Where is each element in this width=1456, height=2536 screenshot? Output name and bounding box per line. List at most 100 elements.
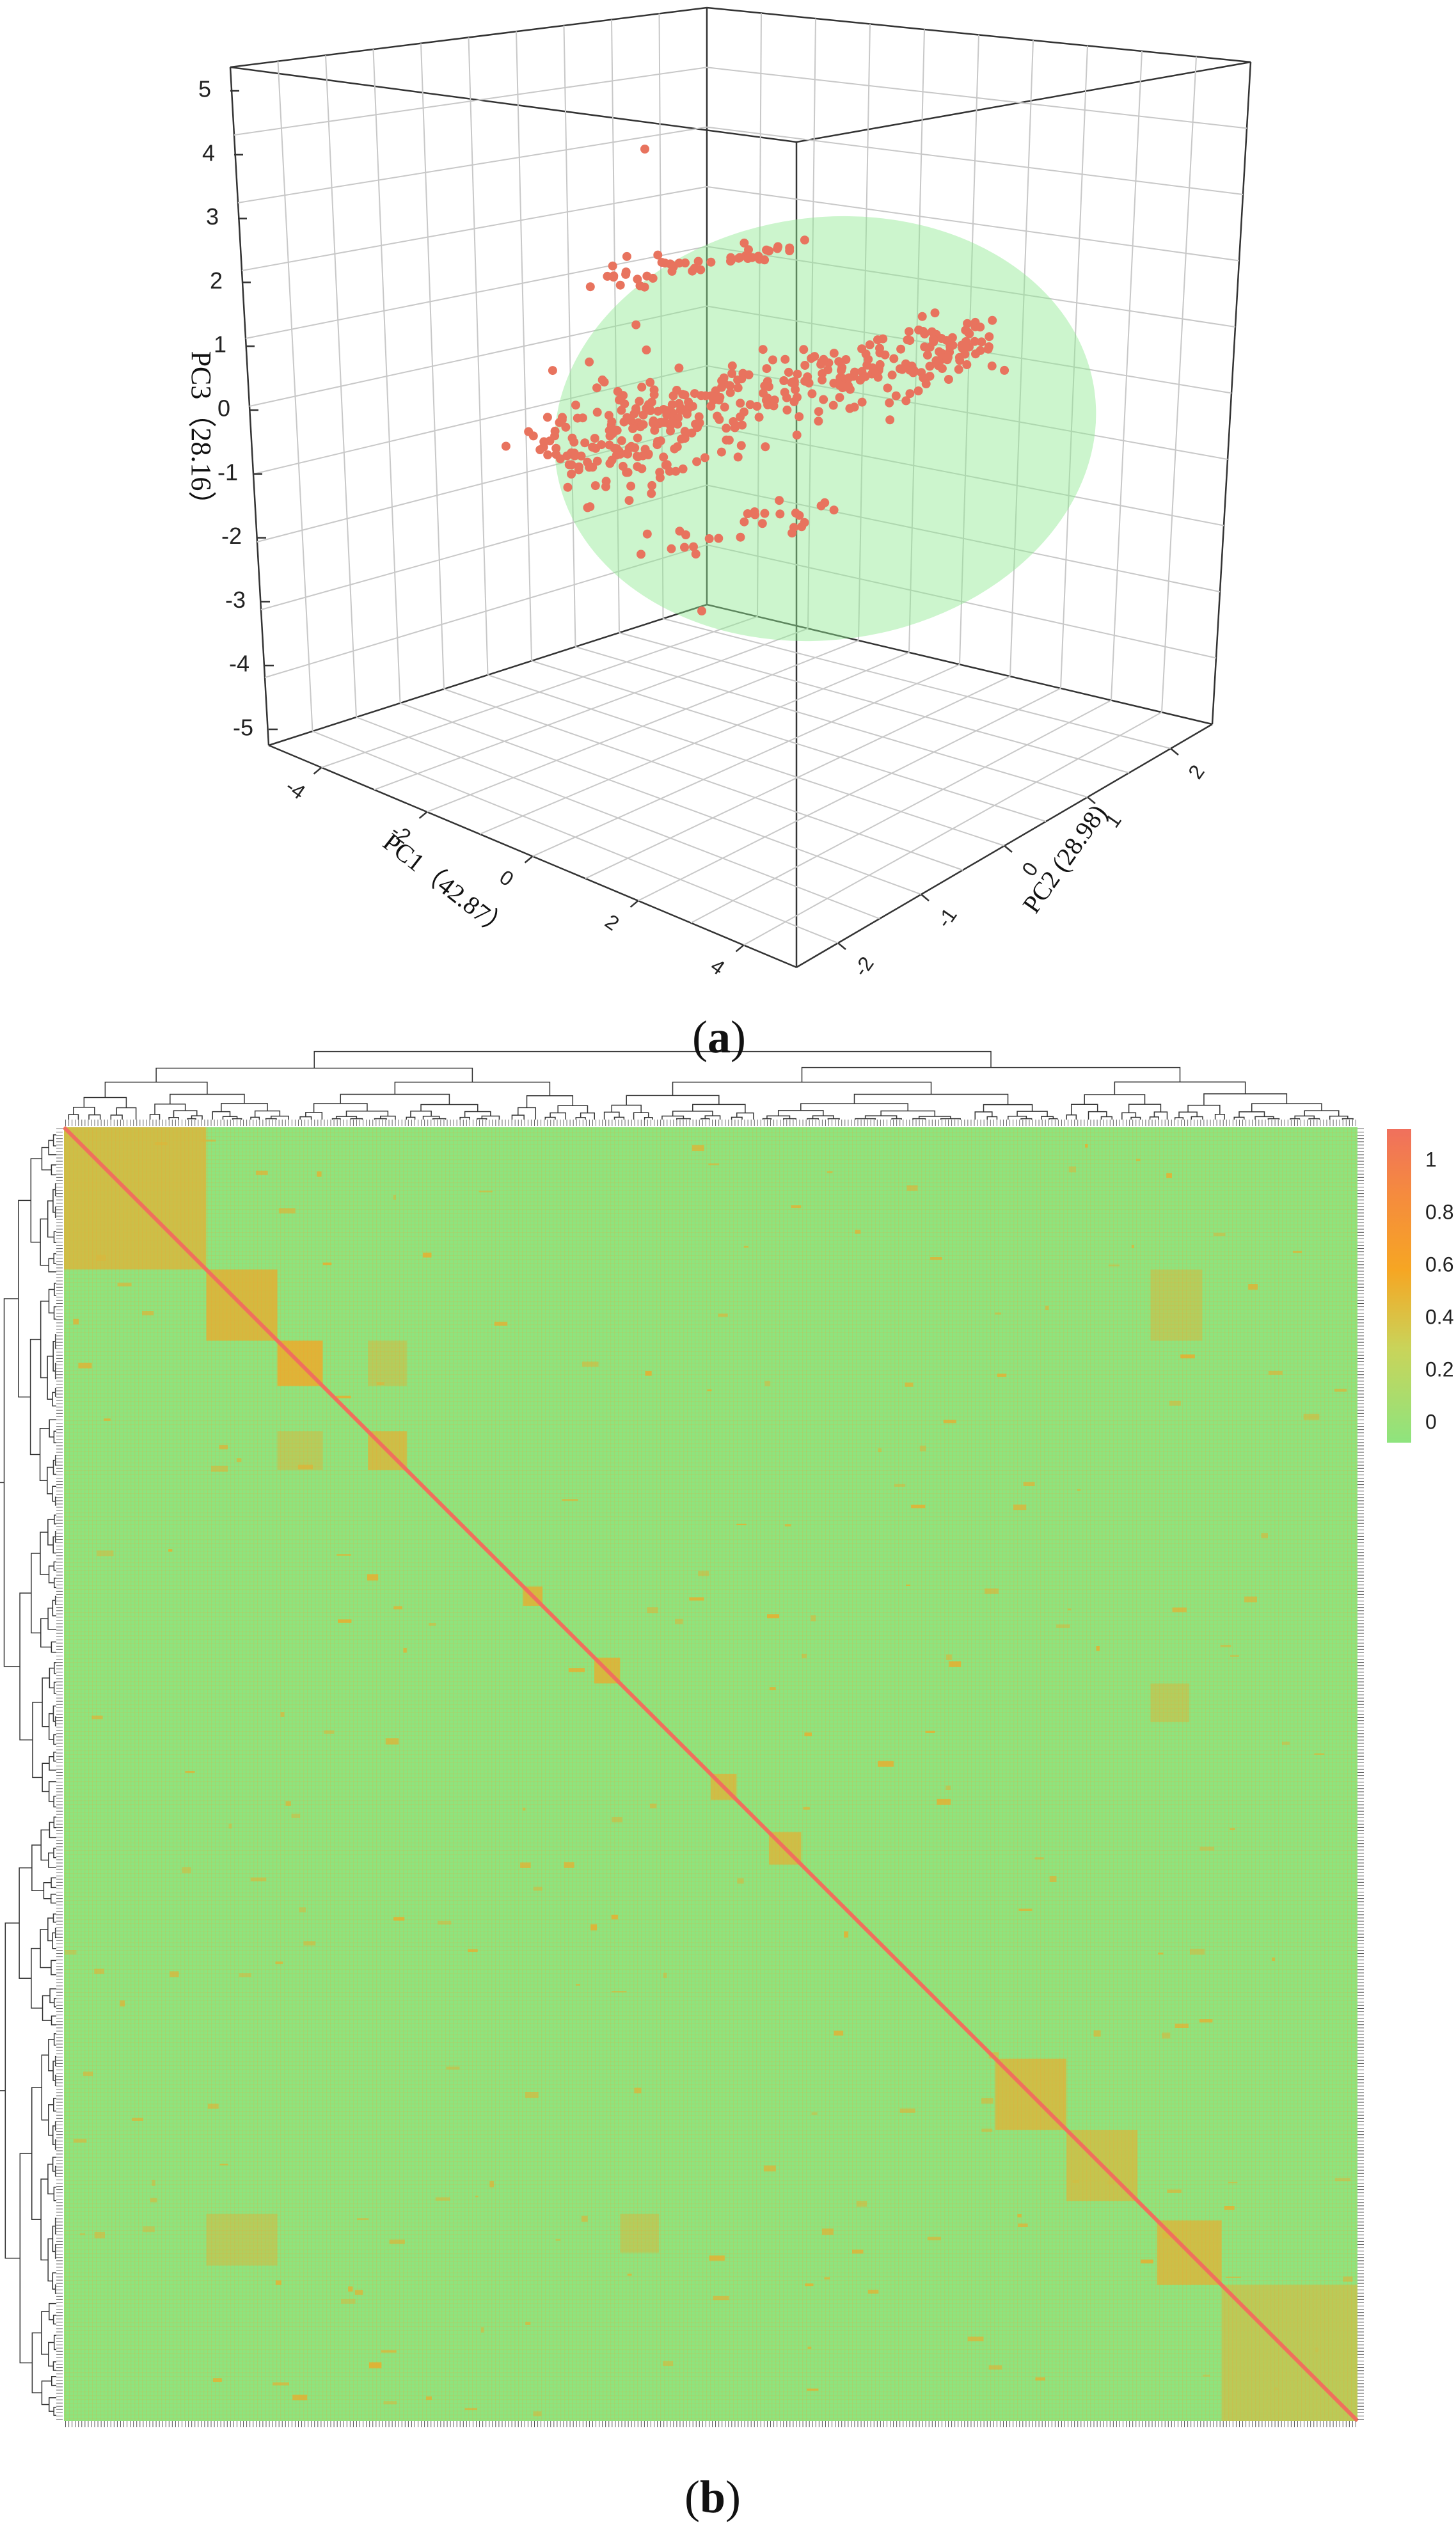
data-point (743, 509, 752, 518)
data-point (592, 383, 601, 393)
data-point (622, 413, 632, 422)
z-tick-label: 4 (202, 139, 215, 166)
heatmap-cell-cluster (152, 2180, 155, 2186)
data-point (965, 329, 974, 338)
data-point (743, 254, 752, 263)
heatmap-cell-cluster (807, 2347, 812, 2349)
heatmap-cell-cluster (317, 1171, 322, 1177)
dendrogram-branch (31, 1947, 43, 2009)
data-point (757, 519, 767, 528)
data-point (692, 457, 702, 466)
x-tick-label: 0 (495, 866, 518, 891)
dendrogram-branch (1070, 1104, 1098, 1115)
grid-line (575, 646, 1088, 798)
dendrogram-branch (51, 1641, 56, 1653)
dendrogram-branch (53, 1561, 56, 1571)
dendrogram-branch (783, 1118, 796, 1120)
data-point (666, 426, 675, 436)
data-point (727, 361, 737, 370)
data-point (626, 481, 636, 491)
dendrogram-branch (49, 1988, 56, 2004)
heatmap-cell-cluster (645, 1371, 652, 1376)
heatmap-cell-cluster (489, 2181, 495, 2188)
dendrogram-branch (40, 2178, 49, 2261)
data-point (645, 406, 655, 415)
z-tick-label: -4 (229, 651, 249, 677)
data-point (722, 424, 731, 433)
data-point (674, 363, 684, 373)
heatmap-cell-cluster (844, 1931, 848, 1938)
data-point (944, 375, 953, 384)
data-point (662, 460, 672, 470)
heatmap-cell-cluster (91, 1715, 103, 1720)
data-point (791, 508, 800, 518)
grid-line (253, 365, 708, 475)
data-point (800, 518, 809, 527)
heatmap-cell-cluster (185, 1771, 195, 1773)
heatmap-cell-cluster (79, 2233, 85, 2235)
dendrogram-branch (731, 1116, 743, 1120)
data-point (962, 360, 972, 369)
heatmap-cell-cluster (212, 2378, 222, 2382)
dendrogram-branch (42, 1763, 49, 1793)
heatmap-cell-cluster (1334, 2178, 1350, 2182)
dendrogram-branch (1174, 1117, 1184, 1120)
dendrogram-branch (265, 1118, 277, 1120)
data-point (548, 366, 557, 376)
data-point (683, 409, 692, 419)
dendrogram-branch (983, 1104, 1033, 1113)
dendrogram-branch (54, 1514, 56, 1525)
data-point (570, 451, 580, 461)
heatmap-cell-cluster (1136, 1159, 1141, 1162)
heatmap-cell-cluster (713, 2296, 729, 2301)
y-tick-mark (1004, 845, 1013, 853)
data-point (855, 376, 865, 385)
grid-line (264, 544, 708, 678)
heatmap-cell-cluster (997, 1374, 1007, 1377)
data-point (675, 527, 684, 536)
heatmap-cell-cluster (170, 1971, 179, 1977)
sample-points (501, 145, 1009, 615)
data-point (760, 509, 770, 518)
x-tick-mark (418, 811, 428, 820)
dendrogram-branch (1149, 1116, 1159, 1120)
dendrogram-branch (700, 1118, 710, 1120)
data-point (653, 406, 663, 416)
heatmap-cell-cluster (1077, 1489, 1081, 1491)
data-point (647, 489, 656, 498)
data-point (787, 528, 797, 538)
data-point (889, 354, 899, 363)
heatmap-cell-cluster (236, 1458, 242, 1462)
heatmap-cell-cluster (855, 1230, 861, 1234)
dendrogram-branch (41, 2311, 49, 2355)
data-point (714, 534, 724, 543)
dendrogram-branch (52, 1134, 56, 1146)
y-tick-mark (921, 894, 930, 901)
dendrogram-branch (53, 2033, 56, 2046)
heatmap-cell-cluster (1166, 1173, 1172, 1178)
data-point (835, 393, 844, 402)
data-point (624, 496, 634, 505)
dendrogram-branch (49, 1667, 54, 1689)
data-point (615, 395, 624, 405)
data-point (501, 441, 510, 451)
data-point (925, 342, 935, 352)
colorbar-tick-label: 0.4 (1425, 1305, 1453, 1328)
data-point (733, 375, 743, 384)
data-point (903, 335, 912, 345)
data-point (873, 372, 883, 382)
data-point (690, 264, 699, 273)
y-tick-mark (1087, 796, 1096, 804)
dendrogram-branch (49, 2302, 56, 2320)
heatmap-cell-cluster (675, 1619, 683, 1624)
data-point (734, 253, 743, 263)
heatmap-cell-cluster (132, 2118, 143, 2121)
data-point (896, 344, 906, 354)
grid-line (690, 699, 1112, 924)
heatmap-cell-cluster (834, 2031, 844, 2036)
dendrogram-branch (39, 1427, 50, 1481)
dendrogram-branch (32, 1702, 43, 1779)
data-point (642, 529, 652, 539)
dendrogram-branch (1290, 1118, 1301, 1120)
off-diagonal-block (620, 2214, 660, 2253)
